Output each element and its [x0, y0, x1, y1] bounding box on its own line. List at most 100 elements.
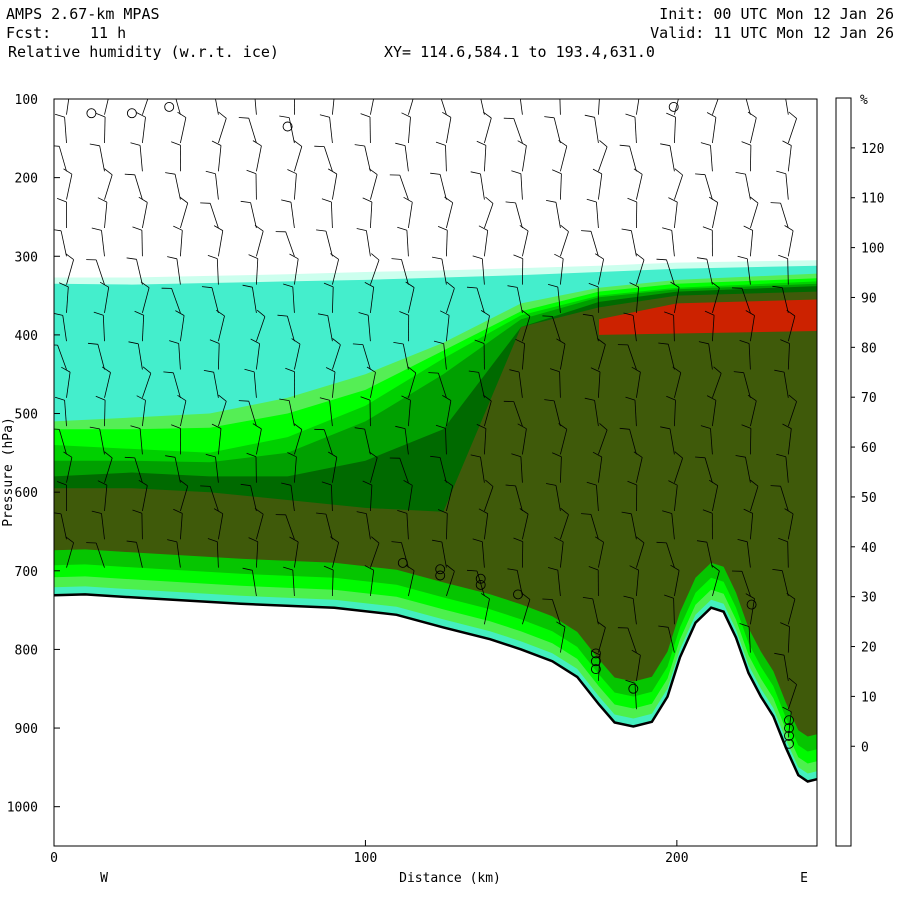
wind-barb [59, 282, 69, 313]
barb-feather [204, 87, 214, 89]
barb-staff [522, 230, 529, 257]
calm-wind-mark [784, 730, 794, 741]
wind-barb [254, 508, 264, 540]
barb-feather [321, 481, 332, 486]
wind-barb [592, 451, 603, 483]
calm-wind-mark [628, 683, 639, 694]
barb-feather [281, 482, 292, 486]
y-tick-label: 900 [15, 722, 38, 737]
wind-barb [319, 114, 333, 144]
barb-staff [180, 117, 187, 144]
barb-feather [737, 539, 748, 543]
barb-feather [582, 597, 593, 600]
barb-feather [468, 370, 479, 373]
barb-staff [445, 145, 447, 172]
barb-staff [104, 287, 110, 313]
wind-barb [623, 595, 637, 625]
barb-feather [124, 456, 135, 459]
wind-barb [588, 283, 599, 313]
wind-barb [54, 512, 67, 540]
barb-staff [560, 456, 562, 483]
barb-staff [101, 230, 105, 257]
wind-barb [594, 536, 604, 568]
barb-staff [750, 598, 755, 625]
barb-feather [254, 508, 264, 515]
barb-staff [287, 315, 295, 342]
wind-barb [240, 200, 257, 229]
barb-feather [505, 484, 516, 487]
wind-barb [95, 395, 106, 427]
wind-barb [597, 338, 606, 370]
barb-staff [446, 230, 448, 257]
barb-staff [104, 485, 108, 512]
barb-staff [370, 542, 380, 568]
barb-feather [201, 286, 213, 289]
barb-staff [408, 202, 413, 229]
barb-feather [167, 539, 177, 543]
variable-title: Relative humidity (w.r.t. ice) [8, 43, 279, 61]
barb-staff [629, 146, 637, 172]
distance-axis: 0 100 200 [50, 840, 689, 866]
wind-barb [700, 142, 713, 172]
barb-feather [480, 593, 490, 600]
barb-feather [403, 196, 413, 203]
barb-feather [211, 140, 222, 146]
barb-feather [366, 366, 376, 373]
wind-barb [93, 311, 105, 342]
barb-staff [218, 315, 225, 342]
barb-feather [319, 114, 330, 118]
wind-barb [389, 457, 409, 483]
wind-barb [240, 483, 257, 512]
barb-feather [774, 87, 784, 89]
barb-feather [138, 196, 148, 203]
barb-feather [629, 565, 639, 571]
wind-barb [63, 451, 73, 483]
barb-feather [61, 84, 70, 89]
wind-barb [132, 226, 143, 257]
barb-staff [325, 231, 333, 257]
barb-staff [671, 513, 675, 540]
barb-feather [432, 256, 442, 260]
wind-barb [430, 172, 447, 200]
wind-barb [254, 224, 264, 257]
barb-staff [323, 429, 333, 455]
barb-feather [556, 621, 566, 628]
wind-barb [175, 99, 181, 115]
barb-feather [749, 479, 759, 487]
legend-unit: % [860, 93, 868, 108]
barb-feather [772, 285, 783, 288]
barb-staff [484, 315, 490, 342]
wind-barb [774, 369, 789, 398]
barb-staff [256, 316, 266, 342]
wind-barb [323, 282, 334, 313]
barb-feather [660, 426, 671, 430]
wind-barb [330, 536, 339, 568]
wind-barb [670, 564, 680, 597]
barb-feather [327, 168, 338, 175]
wind-barb [175, 310, 185, 342]
barb-staff [218, 401, 227, 427]
barb-feather [59, 282, 69, 288]
barb-feather [554, 253, 564, 260]
wind-barb [283, 566, 295, 597]
wind-barb [101, 366, 111, 398]
barb-feather [252, 423, 262, 430]
wind-barb [784, 508, 794, 540]
barb-feather [393, 342, 404, 345]
barb-feather [54, 229, 62, 232]
wind-barb [435, 424, 447, 455]
wind-barb [138, 196, 148, 229]
barb-feather [218, 394, 227, 402]
plot-frame [53, 98, 818, 847]
wind-barb [660, 143, 675, 172]
barb-feather [547, 567, 558, 571]
wind-barb [173, 508, 183, 540]
barb-feather [776, 453, 787, 458]
barb-staff [484, 145, 487, 172]
wind-barb [560, 507, 569, 540]
barb-staff [712, 315, 715, 342]
wind-barb [368, 451, 378, 483]
wind-barb [519, 99, 523, 115]
wind-barb [430, 455, 447, 483]
barb-feather [330, 536, 339, 543]
